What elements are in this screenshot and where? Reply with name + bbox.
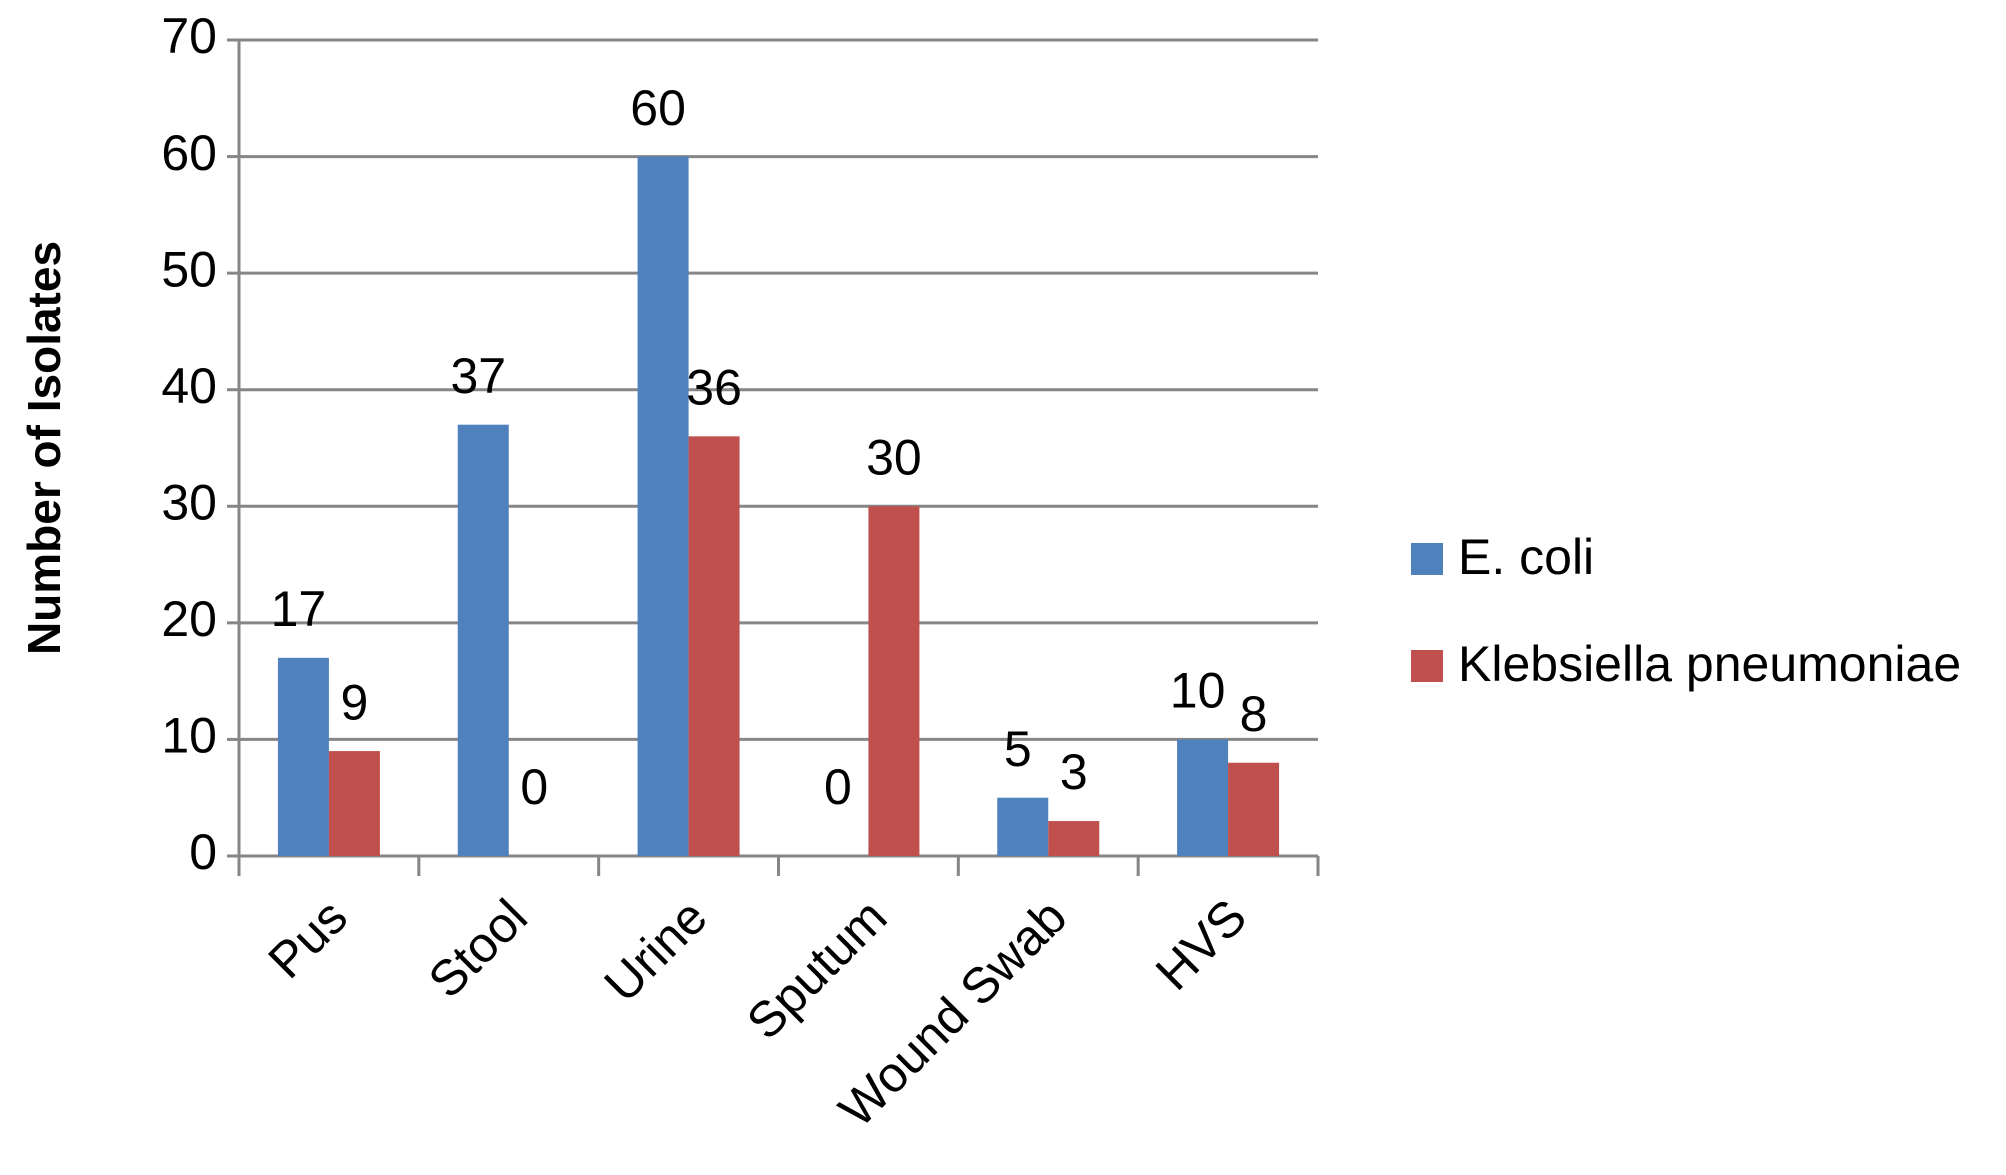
bar xyxy=(868,506,920,856)
value-label: 10 xyxy=(1170,663,1226,719)
value-label: 30 xyxy=(866,429,922,485)
bar xyxy=(997,797,1049,856)
value-label: 5 xyxy=(1004,721,1032,777)
value-label: 17 xyxy=(271,581,327,637)
value-label: 60 xyxy=(630,80,686,136)
bar xyxy=(688,436,740,856)
legend-swatch xyxy=(1411,650,1443,682)
x-tick-label: HVS xyxy=(1145,889,1257,1001)
value-label: 37 xyxy=(450,348,506,404)
legend-label: E. coli xyxy=(1458,529,1594,585)
value-label: 0 xyxy=(520,759,548,815)
bar xyxy=(457,424,509,856)
y-tick-label: 30 xyxy=(161,474,217,530)
bar xyxy=(328,751,380,856)
bar xyxy=(1048,821,1100,856)
value-label: 0 xyxy=(824,759,852,815)
y-tick-label: 40 xyxy=(161,358,217,414)
x-tick-label: Pus xyxy=(258,889,359,990)
bar xyxy=(1177,739,1229,856)
bar xyxy=(277,657,329,856)
y-axis-label: Number of Isolates xyxy=(18,241,70,655)
bar xyxy=(637,156,689,857)
x-tick-label: Urine xyxy=(594,889,718,1013)
y-tick-label: 50 xyxy=(161,241,217,297)
bar xyxy=(1228,762,1280,856)
y-tick-label: 20 xyxy=(161,591,217,647)
y-tick-label: 60 xyxy=(161,125,217,181)
value-label: 8 xyxy=(1240,686,1268,742)
y-tick-label: 10 xyxy=(161,708,217,764)
x-tick-label: Sputum xyxy=(736,889,897,1050)
value-label: 36 xyxy=(686,360,742,416)
y-tick-label: 0 xyxy=(189,824,217,880)
x-tick-label: Stool xyxy=(418,889,538,1009)
value-label: 9 xyxy=(341,674,369,730)
legend-swatch xyxy=(1411,543,1443,575)
legend-label: Klebsiella pneumoniae xyxy=(1458,636,1961,692)
value-label: 3 xyxy=(1060,744,1088,800)
y-tick-label: 70 xyxy=(161,8,217,64)
